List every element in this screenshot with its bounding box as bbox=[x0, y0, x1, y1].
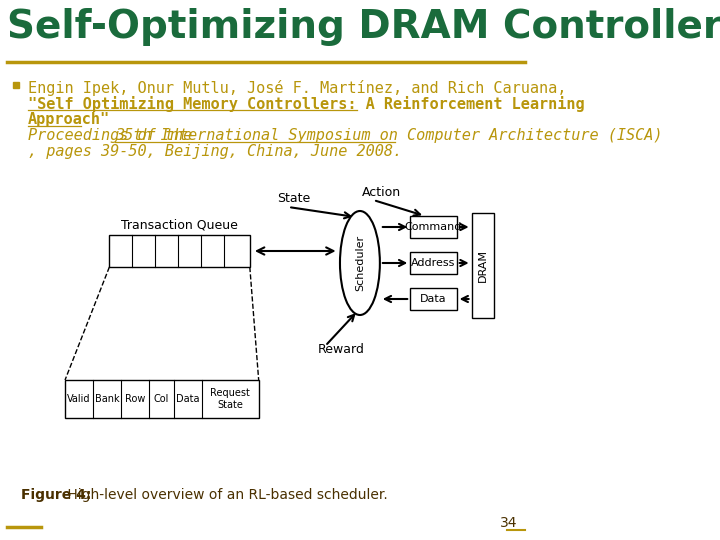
Text: Row: Row bbox=[125, 394, 145, 404]
Text: Data: Data bbox=[176, 394, 199, 404]
Bar bbox=[472, 213, 494, 318]
Text: Request
State: Request State bbox=[210, 388, 250, 410]
Text: Valid: Valid bbox=[68, 394, 91, 404]
Text: Bank: Bank bbox=[95, 394, 120, 404]
Text: 35th International Symposium on Computer Architecture (ISCA): 35th International Symposium on Computer… bbox=[115, 128, 663, 143]
Text: Col: Col bbox=[154, 394, 169, 404]
Ellipse shape bbox=[340, 211, 380, 315]
Text: DRAM: DRAM bbox=[477, 249, 487, 282]
Text: Scheduler: Scheduler bbox=[355, 235, 365, 291]
Text: Self-Optimizing DRAM Controllers: Self-Optimizing DRAM Controllers bbox=[7, 8, 720, 46]
Text: Transaction Queue: Transaction Queue bbox=[121, 218, 238, 231]
Text: Proceedings of the: Proceedings of the bbox=[28, 128, 202, 143]
Bar bbox=[410, 252, 456, 274]
Text: 34: 34 bbox=[500, 516, 518, 530]
Text: Figure 4:: Figure 4: bbox=[21, 488, 91, 502]
Bar bbox=[109, 235, 250, 267]
Bar bbox=[410, 216, 456, 238]
Text: , pages 39-50, Beijing, China, June 2008.: , pages 39-50, Beijing, China, June 2008… bbox=[28, 144, 402, 159]
Bar bbox=[65, 380, 258, 418]
Text: Command: Command bbox=[405, 222, 462, 232]
Text: Reward: Reward bbox=[318, 343, 364, 356]
Text: Address: Address bbox=[411, 258, 456, 268]
Text: State: State bbox=[277, 192, 310, 205]
Text: High-level overview of an RL-based scheduler.: High-level overview of an RL-based sched… bbox=[63, 488, 387, 502]
Bar bbox=[410, 288, 456, 310]
Text: "Self Optimizing Memory Controllers: A Reinforcement Learning: "Self Optimizing Memory Controllers: A R… bbox=[28, 96, 585, 112]
Text: Engin Ipek, Onur Mutlu, José F. Martínez, and Rich Caruana,: Engin Ipek, Onur Mutlu, José F. Martínez… bbox=[28, 80, 567, 96]
Text: Action: Action bbox=[362, 186, 401, 199]
Text: Approach": Approach" bbox=[28, 112, 110, 127]
Text: Data: Data bbox=[420, 294, 447, 304]
